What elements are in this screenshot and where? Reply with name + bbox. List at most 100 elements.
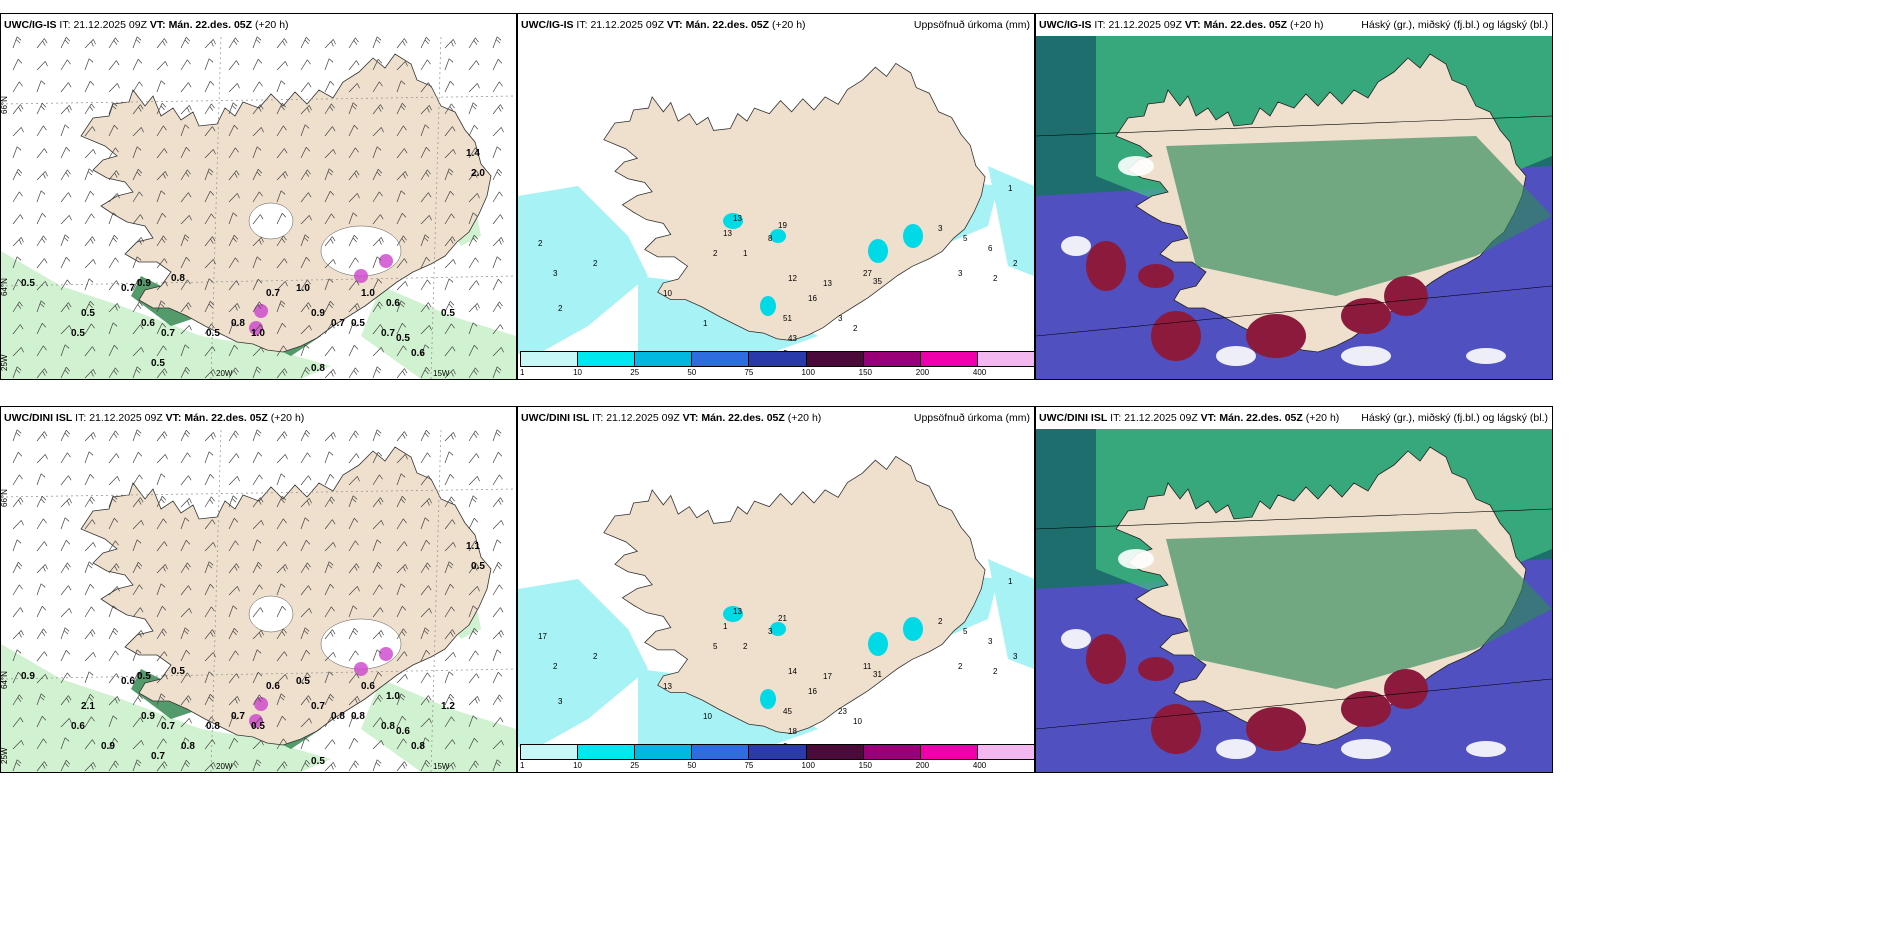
precip-value-label-2: 2: [558, 304, 563, 313]
wind-barb: [348, 627, 359, 640]
wind-barb: [300, 737, 310, 750]
wind-barb: [252, 366, 262, 379]
wind-value-label-1: 0.7: [121, 283, 135, 294]
wind-barb: [132, 520, 144, 530]
wind-barb: [396, 674, 408, 684]
wind-value-label-8: 0.8: [206, 721, 220, 732]
wind-barb: [396, 454, 408, 464]
cloud-grid-line-1: [1036, 285, 1552, 337]
wind-barb: [204, 542, 216, 552]
wind-barb: [252, 324, 264, 335]
glacier-vatnajokull: [248, 202, 294, 240]
wind-barb: [84, 542, 96, 552]
wind-barb: [348, 760, 359, 772]
colorbar-swatch: [691, 744, 750, 760]
colorbar-swatch: [691, 351, 750, 367]
wind-barb: [108, 367, 119, 379]
precip-panel-row1: UWC/IG-IS IT: 21.12.2025 09Z VT: Mán. 22…: [517, 13, 1035, 380]
wind-barb: [84, 652, 96, 662]
wind-value-label-12: 0.5: [296, 676, 310, 687]
wind-barb: [156, 148, 168, 159]
wind-barb: [492, 36, 502, 49]
wind-barb: [492, 191, 503, 203]
wind-barb: [420, 452, 431, 464]
wind-barb: [252, 301, 263, 313]
wind-barb: [348, 212, 358, 225]
wind-barb: [156, 583, 166, 596]
wind-barb: [132, 278, 143, 291]
wind-barb: [324, 519, 336, 530]
wind-barb: [420, 695, 432, 706]
cloud-low-spot-0: [1086, 634, 1126, 684]
wind-barb: [204, 80, 215, 93]
wind-barb: [492, 451, 503, 464]
wind-barb: [180, 169, 191, 181]
precip-value-label-14: 11: [863, 662, 872, 671]
wind-barb: [252, 474, 263, 486]
wind-barb: [60, 718, 72, 728]
precip-value-label-28: 3: [958, 269, 963, 278]
wind-barb: [84, 762, 96, 772]
wind-barb: [420, 105, 432, 115]
wind-barb: [156, 628, 167, 640]
wind-value-label-14: 0.7: [331, 318, 345, 329]
wind-barb: [420, 344, 430, 357]
wind-barb: [132, 759, 142, 772]
cloud-clear-spot-1: [1216, 739, 1256, 759]
wind-barb: [108, 476, 120, 486]
wind-barb: [36, 148, 48, 159]
wind-barb: [12, 584, 23, 596]
wind-barb: [132, 347, 144, 357]
wind-barb: [468, 715, 478, 728]
wind-barb: [420, 562, 431, 574]
wind-barb: [132, 451, 143, 464]
wind-barb: [36, 495, 47, 508]
wind-barb: [228, 563, 240, 574]
wind-barb: [396, 518, 407, 530]
wind-barb: [324, 451, 334, 464]
wind-barb: [36, 61, 48, 71]
wind-barb: [492, 429, 502, 442]
wind-value-label-6: 0.5: [81, 308, 95, 319]
wind-barb: [132, 717, 144, 728]
wind-barb: [108, 627, 119, 640]
precip-land: [603, 455, 986, 734]
wind-value-label-23: 1.2: [441, 701, 455, 712]
axis-label-0: 66°N: [1, 489, 9, 507]
wind-barb: [252, 671, 263, 684]
wind-barb: [12, 520, 24, 530]
wind-barb: [420, 302, 432, 313]
wind-value-label-5: 0.5: [71, 328, 85, 339]
wind-barb: [348, 37, 359, 49]
wind-barb: [60, 105, 72, 115]
wind-barb: [132, 214, 144, 225]
wind-barb: [156, 693, 166, 706]
wind-barb: [204, 39, 216, 49]
wind-band-1: [361, 679, 516, 772]
wind-barb: [492, 278, 503, 291]
cloud-low-spot-1: [1151, 704, 1201, 754]
precip-value-label-7: 8: [768, 234, 773, 243]
wind-value-label-11: 0.6: [266, 681, 280, 692]
wind-barb: [396, 583, 406, 596]
wind-barb: [348, 322, 358, 335]
wind-barb: [204, 583, 215, 596]
wind-barb: [252, 191, 263, 203]
wind-barb: [36, 171, 48, 181]
wind-barb: [252, 630, 264, 640]
wind-barb: [324, 716, 335, 728]
wind-barb: [444, 473, 455, 486]
wind-value-label-18: 0.6: [361, 681, 375, 692]
wind-value-label-20: 0.7: [381, 328, 395, 339]
wind-barb: [444, 762, 456, 772]
wind-barb: [276, 38, 288, 49]
cloud-clear-spot-0: [1061, 236, 1091, 256]
wind-barb: [396, 190, 406, 203]
glacier-east: [320, 618, 402, 670]
wind-barb: [420, 36, 431, 49]
wind-barb: [36, 281, 48, 291]
wind-barb: [420, 759, 431, 772]
cloud-clear-spot-3: [1466, 741, 1506, 757]
wind-barb: [324, 432, 336, 442]
wind-barb: [204, 278, 214, 291]
